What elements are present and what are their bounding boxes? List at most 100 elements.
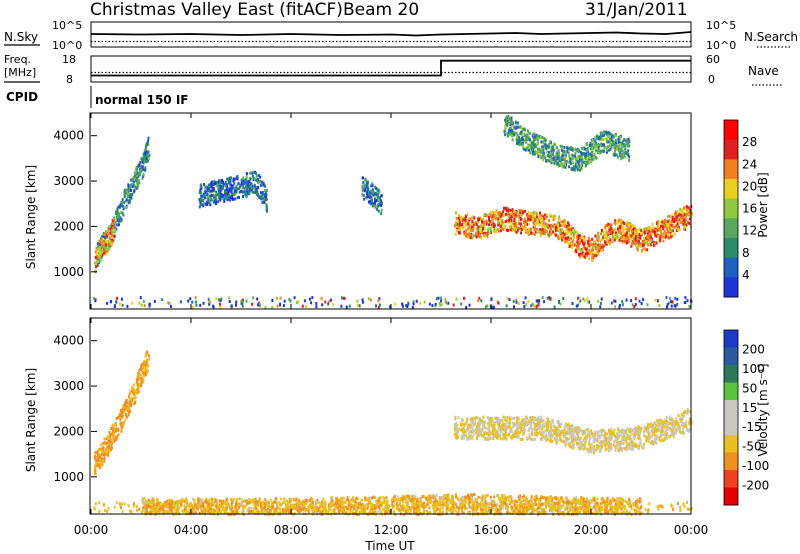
range-cell bbox=[113, 234, 116, 238]
range-cell bbox=[527, 217, 530, 221]
range-cell bbox=[514, 433, 517, 436]
range-cell bbox=[577, 296, 580, 300]
range-cell bbox=[534, 217, 537, 221]
range-cell bbox=[520, 428, 523, 432]
range-cell bbox=[568, 147, 571, 151]
range-cell bbox=[584, 431, 587, 435]
range-cell bbox=[561, 238, 563, 242]
range-cell bbox=[122, 213, 125, 217]
range-cell bbox=[659, 429, 662, 432]
range-cell bbox=[539, 432, 542, 436]
range-cell bbox=[204, 190, 207, 194]
range-cell bbox=[628, 436, 631, 440]
range-cell bbox=[530, 212, 533, 215]
range-cell bbox=[665, 296, 668, 300]
range-cell bbox=[552, 432, 555, 436]
range-cell bbox=[576, 160, 579, 164]
range-cell bbox=[570, 161, 572, 165]
range-cell bbox=[676, 225, 679, 228]
range-cell bbox=[487, 229, 490, 233]
range-cell bbox=[464, 218, 467, 222]
range-cell bbox=[490, 223, 493, 227]
range-cell bbox=[489, 211, 492, 214]
range-cell bbox=[501, 221, 504, 225]
range-cell bbox=[624, 234, 627, 237]
range-cell bbox=[520, 217, 523, 221]
range-cell bbox=[331, 303, 334, 306]
range-cell bbox=[446, 301, 448, 305]
range-cell bbox=[544, 225, 547, 229]
range-cell bbox=[560, 148, 563, 152]
range-cell bbox=[144, 354, 147, 358]
range-cell bbox=[455, 433, 458, 437]
range-cell bbox=[551, 439, 554, 443]
range-cell bbox=[629, 223, 632, 227]
range-cell bbox=[527, 211, 530, 214]
range-cell bbox=[600, 249, 603, 253]
range-cell bbox=[635, 246, 638, 250]
range-cell bbox=[122, 205, 125, 209]
range-cell bbox=[549, 213, 552, 217]
range-cell bbox=[540, 140, 543, 144]
range-cell bbox=[582, 297, 585, 301]
range-cell bbox=[471, 220, 474, 224]
range-cell bbox=[611, 240, 614, 244]
range-cell bbox=[213, 189, 216, 193]
range-cell bbox=[508, 298, 511, 302]
range-cell bbox=[548, 154, 551, 158]
range-cell bbox=[618, 305, 621, 309]
range-cell bbox=[614, 219, 617, 223]
range-cell bbox=[678, 220, 681, 224]
noise-sky-label: N.Sky bbox=[4, 30, 38, 44]
range-cell bbox=[112, 226, 115, 230]
range-cell bbox=[369, 298, 372, 302]
range-cell bbox=[474, 420, 477, 424]
range-cell bbox=[542, 224, 545, 228]
range-cell bbox=[620, 153, 623, 156]
range-cell bbox=[664, 219, 667, 223]
range-cell bbox=[675, 216, 678, 219]
range-cell bbox=[492, 216, 495, 220]
range-cell bbox=[458, 216, 460, 220]
range-cell bbox=[139, 373, 142, 377]
range-cell bbox=[626, 427, 629, 431]
range-cell bbox=[690, 213, 693, 217]
range-cell bbox=[568, 229, 571, 233]
range-cell bbox=[518, 143, 521, 147]
range-cell bbox=[125, 191, 128, 195]
range-cell bbox=[103, 251, 105, 255]
range-cell bbox=[632, 428, 635, 432]
range-cell bbox=[440, 303, 443, 307]
range-cell bbox=[229, 187, 232, 191]
range-cell bbox=[520, 125, 523, 129]
range-cell bbox=[670, 304, 673, 308]
range-cell bbox=[550, 429, 553, 433]
range-cell bbox=[566, 232, 569, 235]
range-cell bbox=[599, 144, 602, 148]
range-cell bbox=[504, 206, 507, 210]
range-cell bbox=[603, 236, 606, 240]
cpid-label: CPID bbox=[6, 90, 38, 104]
range-cell bbox=[229, 198, 231, 202]
range-cell bbox=[588, 257, 591, 261]
range-cell bbox=[222, 184, 225, 187]
range-cell bbox=[179, 300, 182, 304]
range-cell bbox=[217, 200, 220, 204]
range-cell bbox=[531, 428, 533, 432]
range-cell bbox=[121, 198, 124, 202]
range-cell bbox=[201, 203, 204, 207]
range-cell bbox=[478, 296, 481, 300]
range-cell bbox=[597, 145, 600, 149]
range-cell bbox=[537, 217, 540, 221]
range-cell bbox=[224, 184, 227, 188]
range-cell bbox=[454, 232, 457, 236]
range-cell bbox=[621, 446, 624, 450]
range-cell bbox=[142, 363, 145, 367]
range-cell bbox=[475, 226, 478, 230]
range-cell bbox=[481, 220, 483, 224]
range-cell bbox=[554, 143, 557, 147]
range-cell bbox=[259, 175, 262, 179]
range-cell bbox=[665, 416, 668, 420]
range-cell bbox=[624, 155, 627, 159]
range-cell bbox=[534, 424, 537, 428]
